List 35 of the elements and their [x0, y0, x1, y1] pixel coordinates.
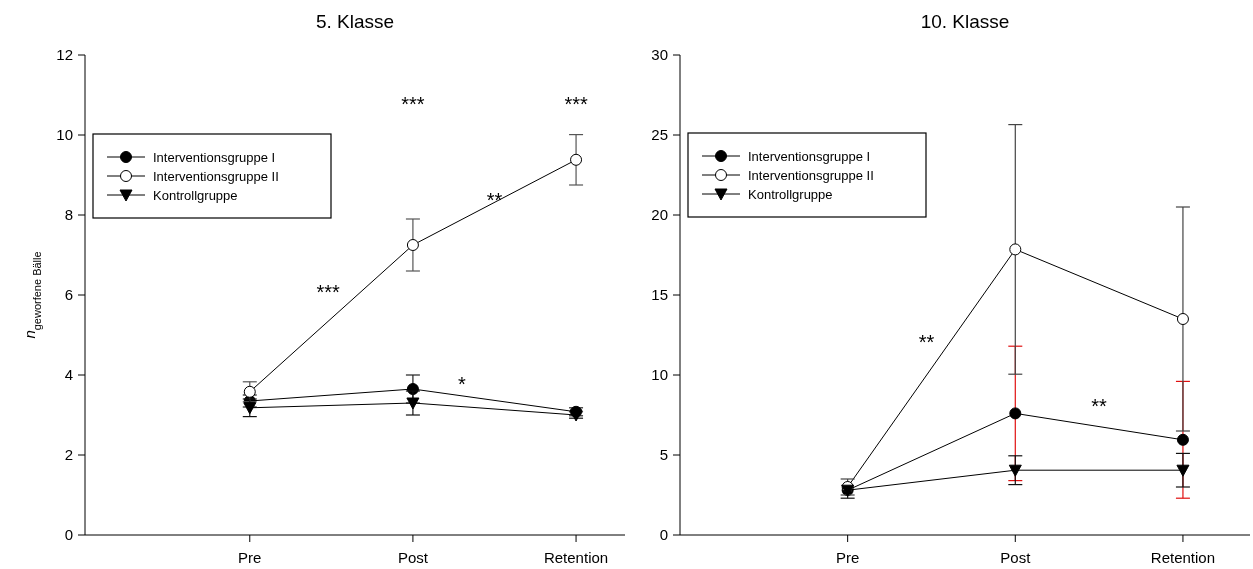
y-tick-label: 15 [651, 286, 668, 304]
x-tick-label: Post [397, 549, 429, 566]
legend-label: Interventionsgruppe I [153, 149, 276, 165]
y-tick-label: 5 [659, 446, 668, 464]
legend-label: Interventionsgruppe II [748, 167, 874, 183]
y-tick-label: 0 [659, 526, 668, 544]
y-tick-label: 0 [64, 526, 73, 544]
legend-label: Interventionsgruppe II [153, 168, 279, 184]
annotation: ** [918, 331, 935, 354]
y-tick-label: 20 [651, 206, 668, 224]
y-tick-label: 6 [64, 286, 73, 304]
x-tick-label: Pre [238, 549, 262, 566]
annotation: *** [564, 93, 588, 115]
legend-label: Kontrollgruppe [153, 187, 238, 203]
chart-title: 5. Klasse [315, 11, 395, 32]
x-tick-label: Retention [543, 549, 609, 566]
legend-label: Kontrollgruppe [748, 186, 833, 202]
y-tick-label: 4 [64, 366, 73, 384]
annotation: ** [1091, 395, 1108, 418]
legend-label: Interventionsgruppe I [748, 148, 871, 164]
chart-title: 10. Klasse [920, 11, 1010, 32]
x-tick-label: Post [1000, 549, 1032, 566]
x-tick-label: Pre [835, 549, 860, 566]
annotation: ** [486, 189, 503, 211]
annotation: *** [401, 93, 425, 115]
y-tick-label: 8 [64, 206, 73, 224]
y-tick-label: 30 [651, 46, 668, 64]
annotation: * [457, 373, 466, 395]
y-tick-label: 10 [651, 366, 668, 384]
y-tick-label: 12 [56, 46, 73, 64]
x-tick-label: Retention [1150, 549, 1216, 566]
y-tick-label: 25 [651, 126, 668, 144]
y-tick-label: 2 [64, 446, 73, 464]
annotation: *** [316, 281, 340, 303]
y-tick-label: 10 [56, 126, 73, 144]
